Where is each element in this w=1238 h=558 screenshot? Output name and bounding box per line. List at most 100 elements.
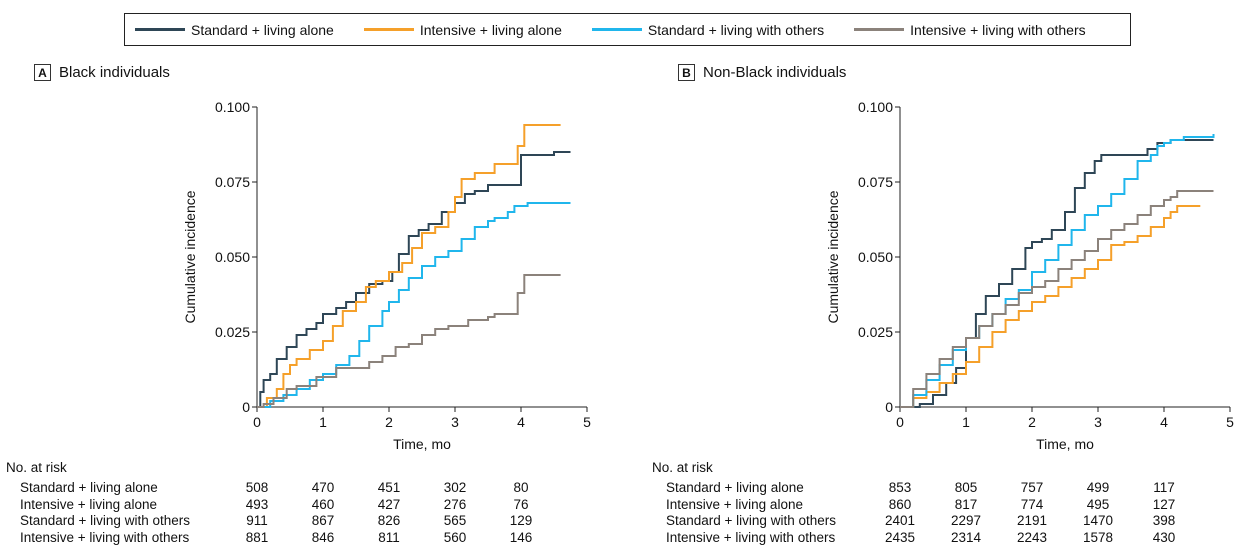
legend-item: Standard + living alone xyxy=(135,22,334,38)
y-tick-label: 0.050 xyxy=(858,249,893,265)
panel-a-letter: A xyxy=(34,64,51,81)
risk-title-a: No. at risk xyxy=(6,460,67,475)
risk-count: 1470 xyxy=(1082,513,1114,528)
risk-count: 398 xyxy=(1152,513,1176,528)
x-tick-label: 2 xyxy=(385,414,393,430)
risk-count: 127 xyxy=(1152,496,1176,512)
y-tick-label: 0.100 xyxy=(858,99,893,115)
x-tick-label: 5 xyxy=(1226,414,1234,430)
risk-count: 853 xyxy=(888,480,912,495)
risk-count: 508 xyxy=(245,480,269,495)
legend-label: Standard + living alone xyxy=(191,21,334,38)
risk-count: 811 xyxy=(378,529,400,545)
risk-count: 499 xyxy=(1086,480,1110,495)
risk-count: 430 xyxy=(1152,529,1176,545)
km-curve-standard-living-with-others xyxy=(900,134,1215,408)
risk-count: 2297 xyxy=(950,513,982,528)
risk-count: 846 xyxy=(311,529,335,545)
risk-count: 76 xyxy=(513,496,529,512)
risk-count: 2243 xyxy=(1016,529,1048,545)
risk-count: 1578 xyxy=(1082,529,1114,545)
legend-label: Intensive + living with others xyxy=(910,21,1086,38)
x-tick-label: 0 xyxy=(253,414,261,430)
y-axis-label: Cumulative incidence xyxy=(182,190,198,323)
risk-count: 302 xyxy=(443,480,467,495)
risk-count: 117 xyxy=(1153,480,1175,495)
risk-count: 560 xyxy=(443,529,467,545)
x-tick-label: 1 xyxy=(962,414,970,430)
risk-count: 860 xyxy=(888,496,912,512)
risk-count: 427 xyxy=(377,496,401,512)
risk-row-label: Intensive + living with others xyxy=(666,529,836,545)
legend-label: Standard + living with others xyxy=(647,21,825,38)
x-tick-label: 5 xyxy=(583,414,591,430)
risk-count: 774 xyxy=(1020,496,1044,512)
km-curve-standard-living-with-others xyxy=(257,202,571,408)
risk-count: 276 xyxy=(443,496,467,512)
km-curve-intensive-living-alone xyxy=(257,124,561,408)
panel-b-title: Non-Black individuals xyxy=(703,64,847,81)
legend-swatch xyxy=(363,28,414,31)
y-tick-label: 0.075 xyxy=(858,174,893,190)
risk-count: 826 xyxy=(377,513,401,528)
risk-count: 881 xyxy=(245,529,269,545)
x-tick-label: 0 xyxy=(896,414,904,430)
risk-count: 2314 xyxy=(950,529,982,545)
km-curve-intensive-living-alone xyxy=(900,205,1201,408)
legend-item: Intensive + living alone xyxy=(363,21,562,38)
km-curve-intensive-living-with-others xyxy=(257,274,561,408)
x-axis-label: Time, mo xyxy=(1036,436,1094,452)
legend-swatch xyxy=(135,28,185,31)
risk-count: 565 xyxy=(443,513,467,528)
km-plots: 0 0.025 0.050 0.075 0.100 0 1 2 3 4 5 Time, mo Cumul… xyxy=(182,99,1234,452)
risk-row-label: Intensive + living with others xyxy=(20,529,190,545)
y-tick-label: 0.100 xyxy=(215,99,250,115)
risk-count: 146 xyxy=(509,529,533,545)
y-tick-label: 0 xyxy=(885,399,893,415)
y-tick-label: 0.025 xyxy=(215,324,250,340)
panel-a-title: Black individuals xyxy=(59,64,170,81)
km-curve-standard-living-alone xyxy=(900,139,1214,408)
risk-count: 2435 xyxy=(884,529,916,545)
risk-count: 911 xyxy=(246,513,268,528)
x-axis-label: Time, mo xyxy=(393,436,451,452)
risk-count: 2191 xyxy=(1016,513,1048,528)
legend-label: Intensive + living alone xyxy=(419,21,562,38)
y-tick-label: 0.075 xyxy=(215,174,250,190)
risk-count: 867 xyxy=(311,513,335,528)
y-axis-label: Cumulative incidence xyxy=(825,190,841,323)
risk-row-label: Standard + living with others xyxy=(666,513,836,528)
x-tick-label: 4 xyxy=(1160,414,1168,430)
panel-b-letter: B xyxy=(678,64,695,81)
panel-a-label: A Black individuals xyxy=(34,64,170,81)
risk-count: 2401 xyxy=(884,513,916,528)
x-tick-label: 4 xyxy=(517,414,525,430)
legend-swatch xyxy=(854,28,905,31)
risk-count: 451 xyxy=(377,480,401,495)
y-tick-label: 0.050 xyxy=(215,249,250,265)
km-curve-standard-living-alone xyxy=(257,151,571,408)
x-tick-label: 3 xyxy=(451,414,459,430)
legend-item: Intensive + living with others xyxy=(854,21,1086,38)
panel-b-label: B Non-Black individuals xyxy=(678,64,846,81)
y-tick-label: 0 xyxy=(242,399,250,415)
km-curve-intensive-living-with-others xyxy=(900,190,1214,408)
risk-row-label: Standard + living alone xyxy=(666,480,804,495)
legend: Standard + living alone Intensive + livin… xyxy=(124,13,1131,46)
risk-count: 495 xyxy=(1086,496,1110,512)
risk-count: 805 xyxy=(954,480,978,495)
risk-row-label: Intensive + living alone xyxy=(666,496,803,512)
risk-title-b: No. at risk xyxy=(652,460,713,475)
risk-count: 493 xyxy=(245,496,269,512)
risk-count: 817 xyxy=(954,496,978,512)
x-tick-label: 1 xyxy=(319,414,327,430)
risk-count: 129 xyxy=(509,513,533,528)
risk-row-label: Standard + living alone xyxy=(20,480,158,495)
x-tick-label: 2 xyxy=(1028,414,1036,430)
risk-row-label: Intensive + living alone xyxy=(20,496,157,512)
risk-count: 80 xyxy=(513,480,529,495)
legend-swatch xyxy=(591,28,642,31)
y-tick-label: 0.025 xyxy=(858,324,893,340)
legend-item: Standard + living with others xyxy=(591,21,825,38)
risk-count: 757 xyxy=(1020,480,1044,495)
